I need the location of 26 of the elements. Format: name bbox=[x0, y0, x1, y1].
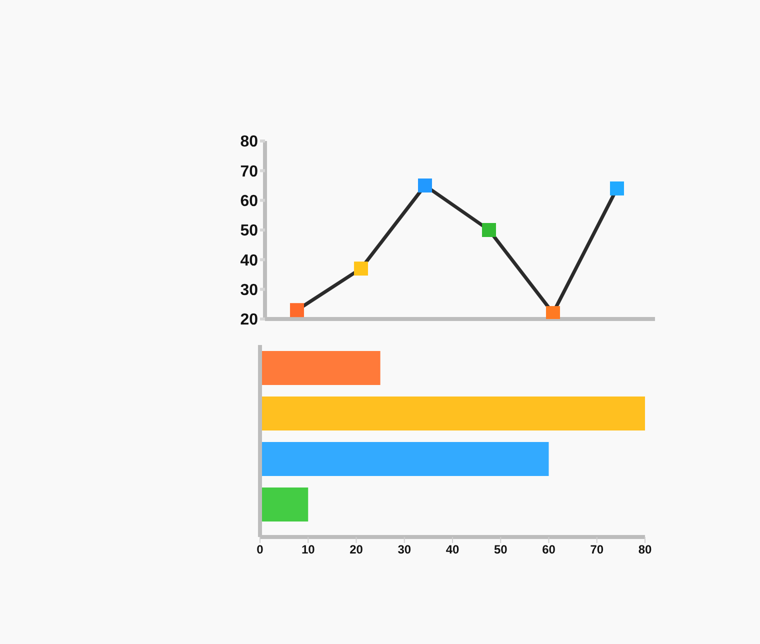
y-tick-label: 30 bbox=[240, 282, 258, 300]
x-tick-label: 50 bbox=[494, 542, 508, 557]
bar bbox=[260, 351, 380, 385]
point bbox=[290, 303, 304, 318]
x-tick-label: 60 bbox=[542, 542, 556, 557]
point bbox=[482, 223, 496, 237]
x-tick-label: 40 bbox=[446, 542, 460, 557]
y-tick-label: 50 bbox=[240, 222, 258, 240]
bar bbox=[260, 396, 645, 430]
point bbox=[610, 181, 624, 196]
y-tick-label: 40 bbox=[240, 252, 258, 270]
x-tick-label: 10 bbox=[301, 542, 316, 557]
bar bbox=[260, 488, 308, 522]
y-tick-label: 20 bbox=[240, 312, 258, 329]
point bbox=[546, 306, 560, 319]
x-tick-label: 80 bbox=[638, 542, 652, 557]
x-tick-label: 70 bbox=[590, 542, 604, 557]
bar bbox=[260, 442, 549, 476]
point bbox=[354, 262, 368, 276]
y-tick-label: 80 bbox=[240, 134, 258, 151]
x-tick-label: 20 bbox=[350, 542, 364, 557]
x-tick-label: 0 bbox=[256, 542, 264, 557]
y-tick-label: 70 bbox=[240, 163, 258, 180]
x-tick-label: 30 bbox=[398, 542, 412, 557]
y-tick-label: 60 bbox=[240, 193, 258, 210]
point bbox=[418, 178, 432, 192]
